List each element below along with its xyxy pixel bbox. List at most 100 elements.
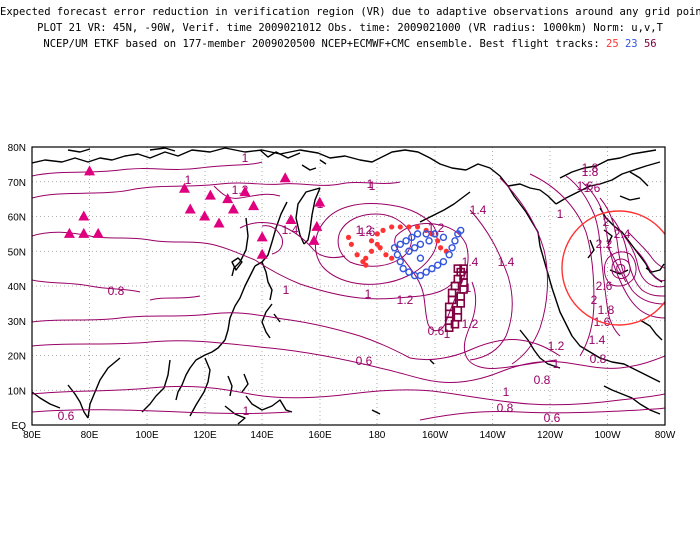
contour-label: 1.2: [397, 293, 414, 307]
contour-label: 0.6: [428, 324, 445, 338]
flight-track-23-point: [410, 271, 419, 280]
flight-track-23-point: [393, 251, 402, 259]
observation-triangle: [78, 210, 90, 221]
observation-triangle: [199, 210, 211, 221]
flight-track-23-point: [425, 237, 433, 245]
flight-track-23-point: [405, 247, 413, 255]
flight-track-25-point: [435, 238, 441, 244]
contour-label: 1: [465, 281, 472, 295]
contour-label: 0.8: [590, 352, 607, 366]
flight-track-25-point: [383, 252, 389, 258]
axis-ticks: 80E 80E 100E 120E 140E 160E 180 160W 140W 120W 100…: [8, 143, 676, 441]
contour-label: 1: [557, 207, 564, 221]
flight-track-25-point: [348, 241, 354, 247]
x-tick-label: 140E: [250, 430, 274, 441]
x-tick-label: 100W: [594, 430, 621, 441]
x-tick-label: 80W: [655, 430, 676, 441]
observation-triangle: [308, 234, 320, 245]
contour-label: 1.2: [462, 317, 479, 331]
flight-track-25-point: [414, 224, 421, 230]
flight-track-23-point: [428, 264, 436, 273]
flight-track-56-point: [453, 264, 463, 273]
contour-label: 0.6: [356, 354, 373, 368]
flight-track-23-point: [454, 230, 462, 238]
flight-track-23-point: [451, 237, 459, 245]
contour-label: 2: [603, 215, 610, 229]
contour-label: 1.6: [584, 181, 601, 195]
contour-label: 1.2: [548, 339, 565, 353]
y-tick-label: 10N: [8, 386, 26, 397]
contour-label: 1.4: [589, 333, 606, 347]
flight-track-23-point: [445, 251, 453, 259]
x-tick-label: 80E: [23, 430, 41, 441]
contour-label: 0.8: [497, 401, 514, 415]
contour-label: 2.6: [596, 279, 613, 293]
observation-triangle: [213, 217, 225, 228]
contour-label: 1.6: [577, 179, 594, 193]
flight-track-25-point: [397, 224, 403, 230]
observation-triangle: [256, 231, 268, 242]
flight-track-23-point: [416, 240, 425, 249]
y-tick-label: 80N: [8, 143, 26, 154]
observation-triangle: [84, 165, 96, 176]
x-tick-label: 160W: [422, 430, 449, 441]
flight-track-25-point: [363, 262, 369, 268]
x-tick-label: 100E: [135, 430, 159, 441]
track-id-56: 56: [643, 38, 657, 50]
flight-track-23-point: [405, 268, 413, 276]
flight-track-25-point: [368, 248, 375, 254]
contour-label: 0.6: [58, 409, 75, 423]
observation-triangle: [311, 220, 323, 231]
contour-label: 1: [283, 283, 290, 297]
plot-header: Expected forecast error reduction in ver…: [0, 4, 700, 52]
observation-triangle: [256, 248, 268, 259]
contour-label: 1.8: [598, 303, 615, 317]
x-tick-label: 140W: [479, 430, 506, 441]
map-border: [31, 146, 666, 426]
contour-label: 1.4: [282, 223, 299, 237]
contour-label: 1: [367, 177, 374, 191]
observation-triangle: [239, 186, 251, 197]
flight-track-23-point: [410, 244, 419, 252]
flight-track-25-point: [374, 241, 380, 247]
flight-track-25-point: [368, 238, 375, 244]
flight-track-23-point: [433, 261, 442, 269]
flight-track-23-point: [422, 230, 430, 238]
contour-label: 0.6: [544, 411, 561, 425]
contour-label: 1.4: [498, 255, 515, 269]
contour-label: 1.8: [582, 165, 599, 179]
observation-triangle: [204, 189, 216, 200]
x-tick-label: 80E: [81, 430, 99, 441]
track-id-23: 23: [624, 38, 638, 50]
flight-track-23-point: [431, 230, 439, 238]
y-tick-label: 50N: [8, 247, 26, 258]
y-tick-label: 70N: [8, 178, 26, 189]
y-tick-label: 60N: [8, 213, 26, 224]
flight-track-25-point: [389, 255, 395, 261]
observation-triangle: [178, 182, 190, 193]
x-tick-label: 180: [369, 430, 386, 441]
flight-track-25-point: [374, 231, 380, 237]
flight-track-23-point: [396, 257, 404, 266]
y-tick-label: 30N: [8, 317, 26, 328]
contour-label: 1.6: [359, 225, 376, 239]
x-tick-label: 120W: [537, 430, 564, 441]
title-line-1: Expected forecast error reduction in ver…: [0, 6, 700, 18]
observation-triangle: [63, 227, 75, 238]
y-tick-label: EQ: [12, 421, 27, 432]
x-tick-label: 120E: [193, 430, 217, 441]
error-reduction-contours: [32, 161, 665, 421]
title-line-3-text: NCEP/UM ETKF based on 177-member 2009020…: [43, 38, 600, 50]
observation-triangle: [279, 172, 291, 183]
flight-track-25-point: [437, 245, 444, 251]
y-tick-label: 40N: [8, 282, 26, 293]
contour-label: 2: [591, 293, 598, 307]
flight-track-23-point: [448, 244, 456, 252]
flight-track-25-point: [363, 255, 369, 261]
flight-track-23-point: [413, 230, 422, 238]
observation-triangle: [78, 227, 90, 238]
observation-triangle: [184, 203, 196, 214]
flight-track-23-point: [439, 257, 448, 266]
observation-triangle: [248, 200, 260, 211]
